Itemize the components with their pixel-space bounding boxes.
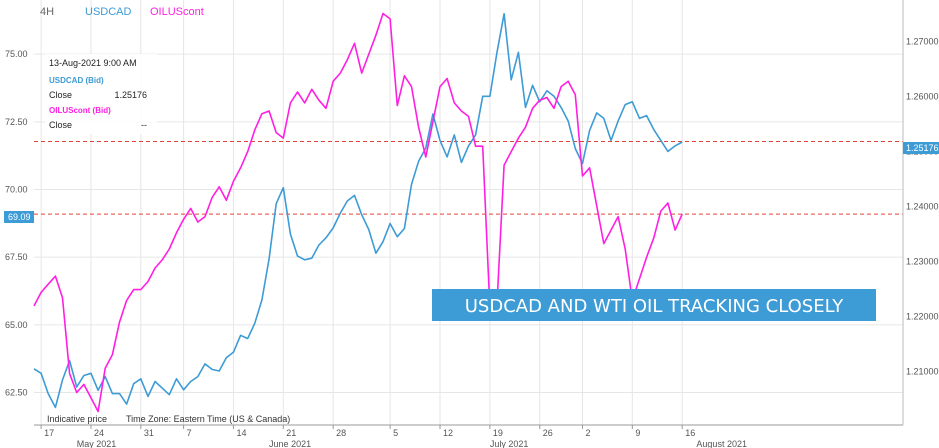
timeframe-label[interactable]: 4H bbox=[40, 6, 54, 18]
left-tick-label: 70.00 bbox=[5, 184, 28, 194]
series-layer bbox=[33, 12, 683, 413]
series-line-usdcad bbox=[33, 13, 683, 409]
x-tick-label: 2 bbox=[585, 428, 590, 438]
x-tick-label: 9 bbox=[635, 428, 640, 438]
x-tick-label: 26 bbox=[543, 428, 553, 438]
month-label: August 2021 bbox=[696, 439, 747, 448]
legend-oil[interactable]: OILUScont bbox=[150, 6, 204, 18]
x-tick-label: 14 bbox=[236, 428, 246, 438]
right-tick-label: 1.24000 bbox=[906, 201, 939, 211]
x-tick-label: 24 bbox=[94, 428, 104, 438]
right-tick-label: 1.21000 bbox=[906, 367, 939, 377]
x-axis: 17 24 31 7 14 21 28 5 12 19 26 2 9 16 May 2021 June 202… bbox=[40, 425, 747, 448]
info-usdcad-label: USDCAD (Bid) bbox=[49, 76, 104, 85]
info-usdcad-close-label: Close bbox=[49, 90, 72, 100]
legend-usdcad[interactable]: USDCAD bbox=[85, 6, 132, 18]
oil-price-label: 69.09 bbox=[4, 211, 34, 223]
info-oil-close-label: Close bbox=[49, 120, 72, 130]
banner-text: USDCAD AND WTI OIL TRACKING CLOSELY bbox=[465, 296, 844, 317]
right-tick-label: 1.27000 bbox=[906, 36, 939, 46]
month-label: July 2021 bbox=[490, 439, 529, 448]
info-box-background bbox=[45, 54, 157, 134]
banner-background bbox=[432, 289, 876, 321]
usdcad-price-label: 1.25176 bbox=[903, 142, 939, 154]
footer-timezone: Time Zone: Eastern Time (US & Canada) bbox=[126, 414, 290, 424]
grid bbox=[34, 0, 903, 425]
x-tick-label: 12 bbox=[443, 428, 453, 438]
right-tick-label: 1.22000 bbox=[906, 312, 939, 322]
x-tick-label: 19 bbox=[493, 428, 503, 438]
x-tick-label: 16 bbox=[685, 428, 695, 438]
left-tick-label: 72.50 bbox=[5, 117, 28, 127]
left-tick-label: 67.50 bbox=[5, 252, 28, 262]
x-tick-label: 17 bbox=[44, 428, 54, 438]
x-tick-label: 28 bbox=[336, 428, 346, 438]
right-tick-label: 1.23000 bbox=[906, 256, 939, 266]
month-label: June 2021 bbox=[269, 439, 311, 448]
month-label: May 2021 bbox=[77, 439, 117, 448]
right-axis: 1.210001.220001.230001.240001.250001.260… bbox=[906, 36, 939, 376]
left-axis: 62.50 65.00 67.50 70.00 72.50 75.00 bbox=[5, 49, 28, 397]
info-oil-label: OILUScont (Bid) bbox=[49, 106, 111, 115]
usdcad-price-label-bg bbox=[903, 142, 939, 154]
left-tick-label: 75.00 bbox=[5, 49, 28, 59]
series-line-oiluscont bbox=[33, 12, 683, 413]
x-tick-label: 5 bbox=[393, 428, 398, 438]
right-tick-label: 1.26000 bbox=[906, 91, 939, 101]
oil-price-label-bg bbox=[4, 211, 34, 223]
info-datetime: 13-Aug-2021 9:00 AM bbox=[49, 58, 137, 68]
reference-lines bbox=[34, 140, 903, 215]
x-tick-label: 7 bbox=[187, 428, 192, 438]
left-tick-label: 65.00 bbox=[5, 320, 28, 330]
x-tick-label: 21 bbox=[286, 428, 296, 438]
left-tick-label: 62.50 bbox=[5, 388, 28, 398]
info-oil-close-value: -- bbox=[141, 120, 147, 130]
x-tick-label: 31 bbox=[144, 428, 154, 438]
oil-price-label-text: 69.09 bbox=[8, 212, 31, 222]
footer-indicative: Indicative price bbox=[47, 414, 107, 424]
usdcad-price-label-text: 1.25176 bbox=[906, 143, 939, 153]
info-box: 13-Aug-2021 9:00 AM USDCAD (Bid) Close 1… bbox=[45, 54, 157, 134]
info-usdcad-close-value: 1.25176 bbox=[114, 90, 147, 100]
